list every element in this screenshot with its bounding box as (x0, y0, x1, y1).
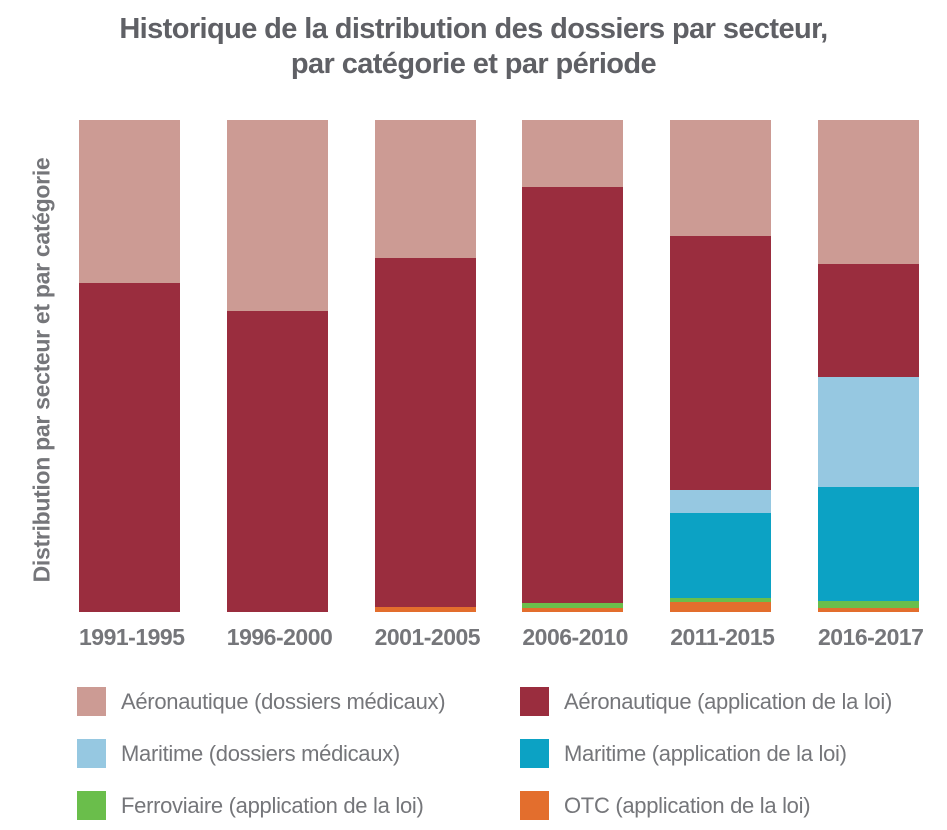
bar-segment-series-4-2016-2017 (817, 600, 919, 608)
bar-segment-series-3-2011-2015 (670, 513, 772, 599)
x-axis-labels: 1991-1995 1996-2000 2001-2005 2006-2010 2011… (79, 624, 924, 651)
bar-segment-series-2-2011-2015 (670, 489, 772, 514)
bar-segment-series-1-1991-1995 (79, 282, 180, 612)
chart-title-line2: par catégorie et par période (290, 48, 657, 80)
x-axis-label-1996-2000: 1996-2000 (226, 624, 333, 650)
legend-label: Maritime (application de la loi) (564, 740, 847, 766)
bar-segment-series-3-2016-2017 (817, 486, 919, 601)
legend-item-1: Aéronautique (application de la loi) (520, 687, 892, 716)
bar-2006-2010 (522, 120, 624, 612)
bar-2016-2017 (817, 120, 919, 612)
bar-segment-series-1-2016-2017 (817, 264, 919, 378)
legend-swatch-icon (77, 791, 106, 820)
legend-swatch-icon (520, 791, 549, 820)
bar-segment-series-0-1991-1995 (79, 120, 180, 283)
legend-item-0: Aéronautique (dossiers médicaux) (77, 687, 520, 716)
bar-segment-series-1-2006-2010 (522, 186, 624, 604)
legend-item-3: Maritime (application de la loi) (520, 739, 892, 768)
legend-item-4: Ferroviaire (application de la loi) (77, 791, 520, 820)
chart-title-line1: Historique de la distribution des dossie… (119, 13, 828, 45)
x-axis-label-2011-2015: 2011-2015 (670, 624, 775, 650)
bar-segment-series-5-2001-2005 (374, 607, 476, 612)
bar-segment-series-4-2011-2015 (670, 598, 772, 602)
bar-segment-series-5-2006-2010 (522, 607, 624, 612)
bar-segment-series-0-2011-2015 (670, 120, 772, 237)
x-axis-label-1991-1995: 1991-1995 (79, 624, 185, 650)
legend-label: Aéronautique (dossiers médicaux) (121, 688, 446, 714)
legend-item-5: OTC (application de la loi) (520, 791, 892, 820)
bar-2001-2005 (374, 120, 476, 612)
legend-swatch-icon (520, 739, 549, 768)
bar-segment-series-0-2016-2017 (817, 120, 919, 265)
legend-swatch-icon (77, 687, 106, 716)
x-axis-label-2016-2017: 2016-2017 (817, 624, 924, 650)
bar-segment-series-1-2011-2015 (670, 236, 772, 490)
legend-label: OTC (application de la loi) (564, 792, 811, 818)
legend-label: Ferroviaire (application de la loi) (121, 792, 424, 818)
bar-segment-series-1-2001-2005 (374, 257, 476, 608)
legend: Aéronautique (dossiers médicaux) Aéronaut… (77, 687, 892, 820)
legend-item-2: Maritime (dossiers médicaux) (77, 739, 520, 768)
bar-segment-series-1-1996-2000 (226, 310, 328, 612)
y-axis-label: Distribution par secteur et par catégori… (28, 157, 55, 583)
x-axis-label-2001-2005: 2001-2005 (374, 624, 481, 650)
x-axis-label-2006-2010: 2006-2010 (522, 624, 628, 650)
legend-label: Aéronautique (application de la loi) (564, 688, 892, 714)
bar-segment-series-5-2011-2015 (670, 601, 772, 612)
plot-area (79, 120, 919, 612)
bar-segment-series-0-2006-2010 (522, 120, 624, 187)
bar-segment-series-4-2006-2010 (522, 603, 624, 608)
bar-segment-series-5-2016-2017 (817, 607, 919, 612)
chart-title: Historique de la distribution des dossie… (0, 12, 947, 82)
bar-segment-series-2-2016-2017 (817, 377, 919, 487)
legend-swatch-icon (520, 687, 549, 716)
legend-label: Maritime (dossiers médicaux) (121, 740, 400, 766)
legend-swatch-icon (77, 739, 106, 768)
bar-segment-series-0-1996-2000 (226, 120, 328, 311)
bar-2011-2015 (670, 120, 772, 612)
bar-1996-2000 (226, 120, 328, 612)
bar-1991-1995 (79, 120, 180, 612)
bar-segment-series-0-2001-2005 (374, 120, 476, 258)
